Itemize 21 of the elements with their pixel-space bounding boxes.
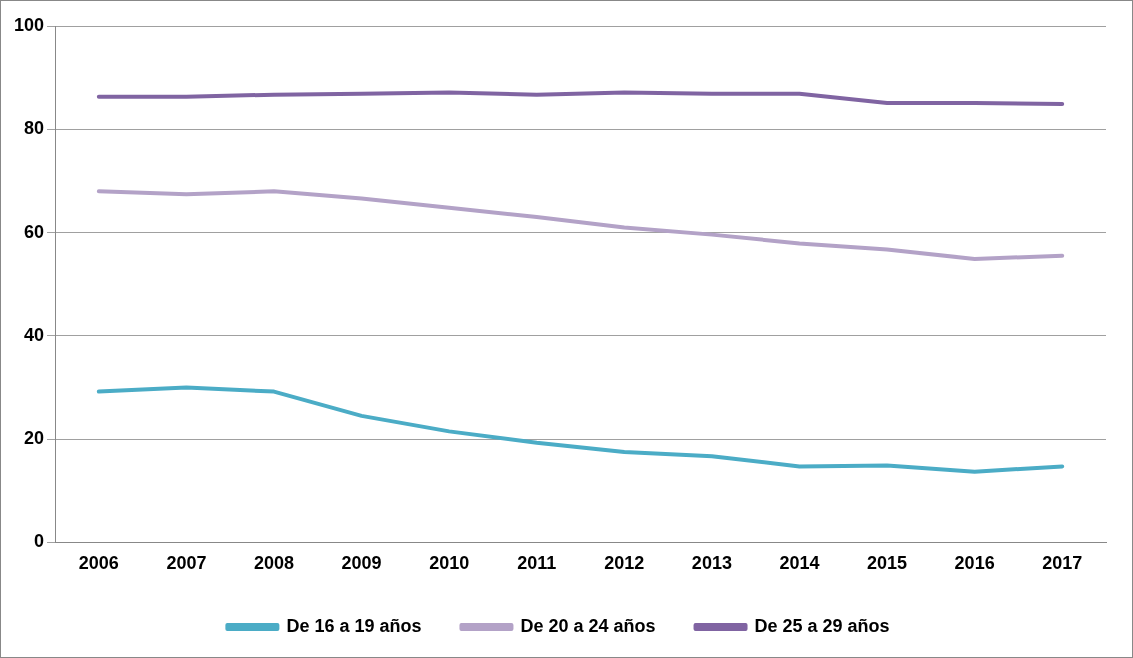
x-tick-label: 2013 <box>691 553 732 574</box>
x-tick-label: 2015 <box>867 553 908 574</box>
x-tick-label: 2012 <box>604 553 645 574</box>
legend-label: De 16 a 19 años <box>286 615 422 636</box>
x-tick-label: 2016 <box>954 553 995 574</box>
x-tick-label: 2006 <box>78 553 119 574</box>
legend-label: De 25 a 29 años <box>754 615 890 636</box>
x-tick-label: 2010 <box>429 553 470 574</box>
legend-label: De 20 a 24 años <box>520 615 656 636</box>
y-tick-label: 0 <box>34 531 45 552</box>
x-tick-label: 2011 <box>517 553 557 574</box>
y-tick-label: 20 <box>24 428 45 449</box>
x-tick-label: 2007 <box>166 553 207 574</box>
x-tick-label: 2008 <box>253 553 295 574</box>
y-tick-label: 60 <box>24 221 45 242</box>
y-tick-label: 80 <box>24 118 45 139</box>
x-tick-label: 2014 <box>779 553 820 574</box>
y-tick-label: 100 <box>13 14 45 35</box>
y-tick-label: 40 <box>24 324 45 345</box>
x-tick-label: 2017 <box>1042 553 1083 574</box>
x-tick-label: 2009 <box>341 553 382 574</box>
